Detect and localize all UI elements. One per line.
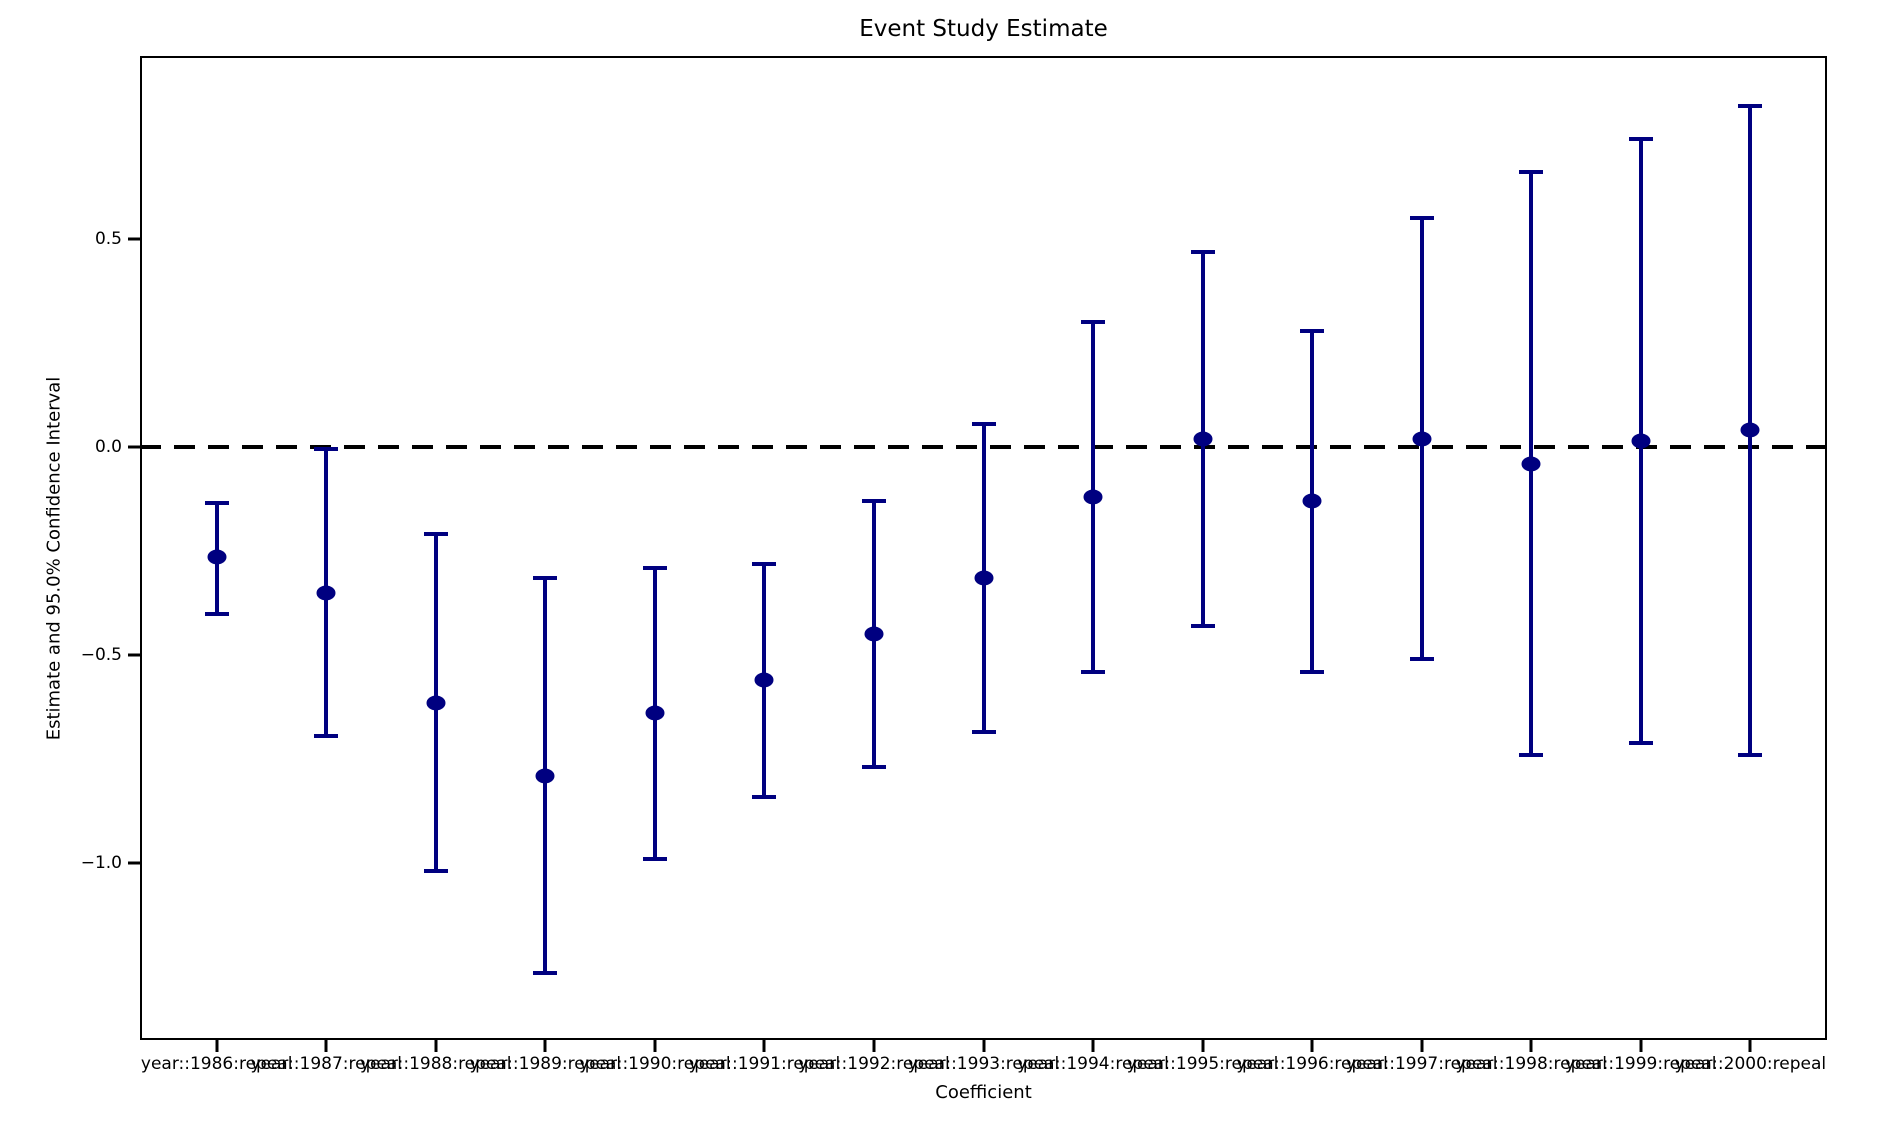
x-tick-label: year::1995:repeal: [1126, 1054, 1279, 1074]
estimate-marker: [1412, 431, 1432, 447]
error-bar-cap-top: [314, 447, 339, 452]
y-tick-mark: [128, 653, 140, 657]
estimate-marker: [754, 672, 774, 688]
error-bar-cap-bottom: [861, 765, 886, 770]
error-bar-cap-bottom: [1519, 752, 1544, 757]
x-tick-mark: [1310, 1040, 1314, 1052]
x-tick-label: year::1988:repeal: [359, 1054, 512, 1074]
x-tick-mark: [653, 1040, 657, 1052]
estimate-marker: [974, 570, 993, 586]
error-bar-cap-top: [861, 499, 886, 504]
x-tick-label: year::1987:repeal: [250, 1054, 402, 1074]
error-bar-cap-bottom: [1190, 624, 1215, 628]
error-bar-cap-top: [533, 576, 558, 581]
error-bar-cap-bottom: [1628, 740, 1653, 745]
error-bar-cap-bottom: [1738, 752, 1763, 757]
x-tick-label: year::1989:repeal: [469, 1054, 622, 1074]
x-tick-mark: [1639, 1040, 1643, 1052]
x-tick-label: year::1998:repeal: [1455, 1054, 1607, 1074]
estimate-marker: [1631, 433, 1651, 449]
y-axis-label: Estimate and 95.0% Confidence Interval: [43, 376, 65, 741]
x-tick-mark: [324, 1040, 328, 1052]
error-bar-cap-bottom: [1300, 669, 1325, 674]
error-bar-cap-bottom: [971, 730, 996, 735]
x-tick-mark: [982, 1040, 985, 1052]
estimate-marker: [316, 585, 336, 601]
error-bar-cap-top: [752, 561, 777, 566]
error-bar-cap-top: [204, 501, 229, 506]
x-tick-mark: [543, 1040, 547, 1052]
x-tick-label: year::1997:repeal: [1345, 1054, 1498, 1074]
error-bar-cap-top: [1409, 216, 1434, 221]
y-tick-label: 0.0: [94, 437, 122, 458]
x-tick-mark: [1091, 1040, 1095, 1052]
error-bar-cap-top: [1628, 137, 1653, 142]
error-bar-cap-bottom: [1081, 669, 1106, 674]
y-tick-label: 0.5: [94, 229, 122, 250]
x-tick-mark: [434, 1040, 438, 1052]
x-tick-mark: [1748, 1040, 1752, 1052]
error-bar-cap-bottom: [533, 971, 558, 976]
error-bar-cap-top: [971, 422, 996, 427]
x-tick-label: year::2000:repeal: [1674, 1054, 1827, 1074]
y-tick-mark: [128, 445, 140, 449]
error-bar-cap-bottom: [314, 734, 339, 739]
error-bar-cap-top: [1519, 170, 1544, 175]
x-tick-mark: [1201, 1040, 1205, 1052]
error-bar-cap-bottom: [752, 794, 777, 799]
x-tick-mark: [872, 1040, 876, 1052]
error-bar-cap-bottom: [642, 857, 667, 861]
estimate-marker: [1521, 456, 1541, 472]
x-tick-mark: [762, 1040, 766, 1052]
chart-title: Event Study Estimate: [859, 16, 1108, 42]
x-tick-label: year::1993:repeal: [907, 1054, 1060, 1074]
y-tick-label: −0.5: [80, 645, 122, 666]
y-tick-mark: [128, 237, 140, 241]
error-bar-cap-bottom: [1409, 657, 1434, 662]
x-tick-label: year::1992:repeal: [798, 1054, 950, 1074]
x-tick-label: year::1996:repeal: [1236, 1054, 1388, 1074]
y-tick-mark: [128, 861, 140, 865]
x-axis-label: Coefficient: [935, 1082, 1032, 1103]
error-bar-cap-top: [642, 565, 667, 570]
error-bar-cap-top: [423, 532, 448, 537]
estimate-marker: [1302, 493, 1322, 509]
y-tick-label: −1.0: [80, 853, 122, 874]
error-bar-cap-bottom: [204, 611, 229, 616]
error-bar-cap-top: [1300, 328, 1325, 333]
estimate-marker: [207, 549, 227, 565]
error-bar-cap-bottom: [423, 869, 448, 874]
estimate-marker: [645, 705, 665, 721]
x-tick-mark: [1420, 1040, 1424, 1052]
estimate-marker: [1083, 489, 1103, 505]
estimate-marker: [426, 695, 446, 711]
estimate-marker: [1740, 422, 1760, 438]
x-tick-label: year::1994:repeal: [1017, 1054, 1169, 1074]
estimate-marker: [1193, 431, 1213, 447]
x-tick-label: year::1990:repeal: [579, 1054, 731, 1074]
estimate-marker: [535, 768, 555, 784]
x-tick-mark: [215, 1040, 219, 1052]
error-bar-cap-top: [1190, 249, 1215, 254]
x-tick-label: year::1991:repeal: [688, 1054, 841, 1074]
error-bar-cap-top: [1738, 103, 1763, 108]
x-tick-mark: [1529, 1040, 1533, 1052]
x-tick-label: year::1999:repeal: [1564, 1054, 1717, 1074]
error-bar-cap-top: [1081, 320, 1106, 325]
estimate-marker: [864, 626, 884, 642]
x-tick-label: year::1986:repeal: [140, 1054, 293, 1074]
